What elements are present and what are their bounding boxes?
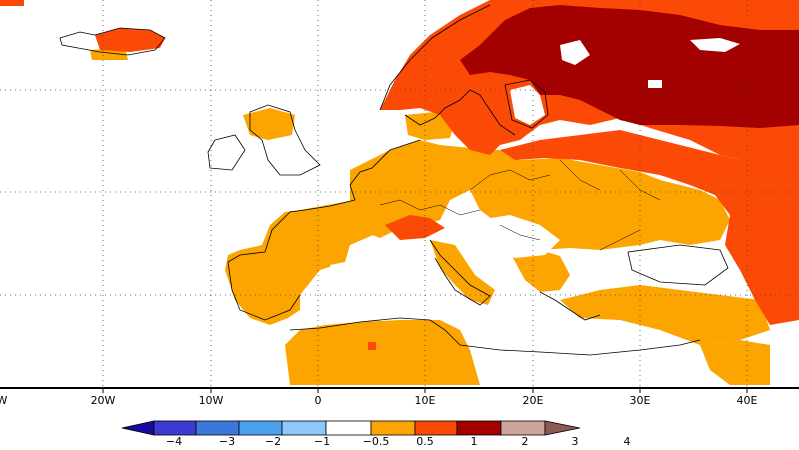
coast-italy xyxy=(429,239,491,306)
colorbar-cell-3 xyxy=(238,420,283,436)
coast-baltic xyxy=(504,79,549,129)
coast-france xyxy=(349,139,421,201)
colorbar-cell-8 xyxy=(456,420,502,436)
coast-iceland xyxy=(59,27,166,56)
colorbar-cell-6 xyxy=(370,420,416,436)
colorbar-label-2: 2 xyxy=(521,435,529,448)
orange-scotland xyxy=(243,108,295,140)
colorbar-arrow-right xyxy=(544,420,581,436)
orange-anatolia xyxy=(560,285,770,345)
anomaly-darkred-regions xyxy=(460,5,799,128)
colorbar-arrow-left xyxy=(121,420,155,436)
colorbar-label-neg2: −2 xyxy=(264,435,282,448)
colorbar-cell-9 xyxy=(500,420,546,436)
lon-label-10e: 10E xyxy=(414,394,436,407)
redorange-alps xyxy=(385,215,445,240)
lon-label-20e: 20E xyxy=(522,394,544,407)
redorange-eastern-europe xyxy=(500,130,799,325)
coast-aegean xyxy=(539,291,601,321)
lon-label-10w: 10W xyxy=(198,394,224,407)
lon-label-w: W xyxy=(0,394,8,407)
colorbar-cell-7 xyxy=(414,420,458,436)
colorbar-label-4: 4 xyxy=(623,435,631,448)
colorbar-label-1: 1 xyxy=(470,435,478,448)
hole-baltic xyxy=(510,85,545,125)
colorbar-label-neg05: −0.5 xyxy=(362,435,390,448)
lon-label-0: 0 xyxy=(314,394,322,407)
hole-gulf xyxy=(560,40,590,65)
orange-italy xyxy=(430,240,495,305)
colorbar-label-neg1: −1 xyxy=(313,435,331,448)
darkred-scandinavia-russia xyxy=(460,5,799,128)
colorbar-cell-4 xyxy=(281,420,327,436)
coast-uk xyxy=(249,104,321,176)
hole-mediterranean-west xyxy=(330,255,440,300)
anomaly-orange-regions xyxy=(90,48,770,385)
colorbar-label-3: 3 xyxy=(571,435,579,448)
coast-ireland xyxy=(207,134,246,171)
colorbar xyxy=(121,420,581,436)
redorange-n-africa-spot xyxy=(368,342,376,350)
map-area xyxy=(0,0,799,388)
coast-iberia xyxy=(227,199,356,321)
coast-black-sea xyxy=(627,244,729,286)
lon-label-40e: 40E xyxy=(736,394,758,407)
colorbar-cell-1 xyxy=(153,420,197,436)
colorbar-label-05: 0.5 xyxy=(416,435,434,448)
colorbar-label-neg3: −3 xyxy=(218,435,236,448)
graticule xyxy=(0,0,799,388)
colorbar-cell-2 xyxy=(195,420,240,436)
orange-middle-east xyxy=(700,340,770,385)
orange-balkans xyxy=(512,250,570,292)
lon-label-20w: 20W xyxy=(90,394,116,407)
orange-iberia xyxy=(225,200,385,325)
redorange-iceland xyxy=(95,28,165,52)
colorbar-label-neg4: −4 xyxy=(165,435,183,448)
anomaly-white-holes xyxy=(330,38,740,300)
hole-black-sea xyxy=(630,245,725,282)
greenland-edge xyxy=(0,0,24,6)
hole-ne-russia xyxy=(690,38,740,52)
orange-north-africa xyxy=(285,320,480,385)
coast-scandinavia xyxy=(379,4,516,136)
orange-france-central xyxy=(350,140,730,250)
axis-ticks xyxy=(102,388,748,393)
colorbar-cell-5 xyxy=(325,420,372,436)
orange-denmark xyxy=(405,112,455,140)
hole-balkans-white xyxy=(478,215,560,258)
lon-label-30e: 30E xyxy=(629,394,651,407)
hole-east xyxy=(648,80,662,88)
